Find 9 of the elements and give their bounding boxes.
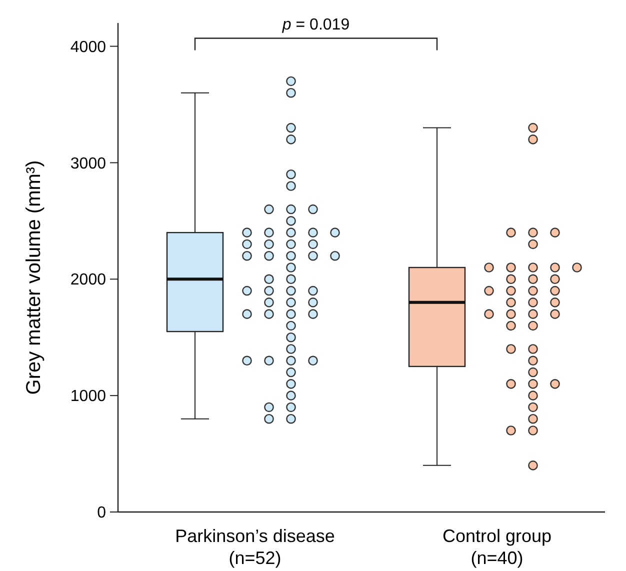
y-tick-label: 1000 <box>70 388 106 406</box>
y-tick-label: 3000 <box>70 155 106 172</box>
annotation: p = 0.019 <box>281 16 350 34</box>
x-tick-label: Parkinson’s disease (n=52) <box>175 526 335 568</box>
y-tick-label: 2000 <box>70 272 106 289</box>
y-tick-label: 4000 <box>70 38 106 56</box>
y-tick-label: 0 <box>97 504 106 522</box>
y-axis-title: Grey matter volume (mm³) <box>23 160 45 395</box>
x-tick-label: Control group (n=40) <box>442 526 552 568</box>
